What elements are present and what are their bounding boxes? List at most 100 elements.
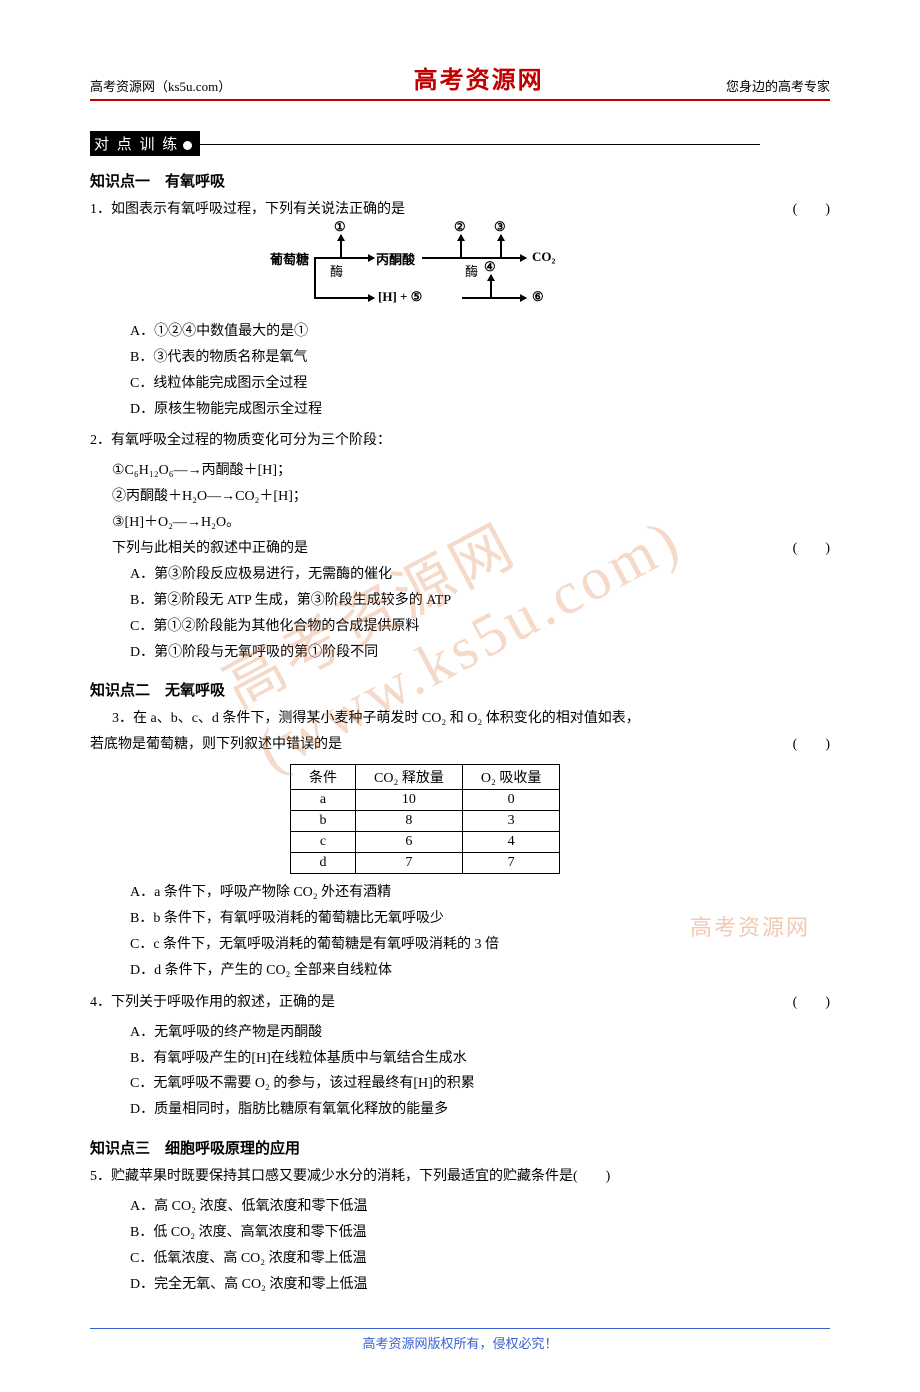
q2-A: A．第③阶段反应极易进行，无需酶的催化 (130, 562, 830, 588)
td: c (291, 832, 356, 853)
q2-ask-text: 下列与此相关的叙述中正确的是 (112, 541, 308, 556)
q2-s1: ①C₆H₁₂O₆―→丙酮酸＋[H]； (90, 458, 830, 484)
diagram-n4: ④ (484, 259, 496, 275)
section-tab-label: 对 点 训 练 (94, 137, 179, 153)
diagram-arrow-3 (314, 297, 374, 299)
q3-options: A．a 条件下，呼吸产物除 CO₂ 外还有酒精 B．b 条件下，有氧呼吸消耗的葡… (90, 880, 830, 984)
q4-A: A．无氧呼吸的终产物是丙酮酸 (130, 1020, 830, 1046)
q4-D: D．质量相同时，脂肪比糖原有氧氧化释放的能量多 (130, 1097, 830, 1123)
q1-options: A．①②④中数值最大的是① B．③代表的物质名称是氧气 C．线粒体能完成图示全过… (90, 319, 830, 423)
header-right: 您身边的高考专家 (726, 76, 830, 95)
q5-options: A．高 CO₂ 浓度、低氧浓度和零下低温 B．低 CO₂ 浓度、高氧浓度和零下低… (90, 1194, 830, 1298)
q1-B: B．③代表的物质名称是氧气 (130, 345, 830, 371)
diagram-corner-v (314, 257, 316, 297)
kp1-title: 知识点一 有氧呼吸 (90, 170, 830, 191)
diagram-arrow-1 (314, 257, 374, 259)
table-row: b83 (291, 811, 560, 832)
q2-B: B．第②阶段无 ATP 生成，第③阶段生成较多的 ATP (130, 588, 830, 614)
q3-paren: ( ) (793, 732, 830, 758)
section-tab: 对 点 训 练 (90, 131, 830, 156)
section-tab-dot-icon (183, 141, 192, 150)
q2: 2．有氧呼吸全过程的物质变化可分为三个阶段： (90, 428, 830, 454)
q3-A: A．a 条件下，呼吸产物除 CO₂ 外还有酒精 (130, 880, 830, 906)
diagram-up-1 (340, 235, 342, 257)
diagram-n1: ① (334, 219, 346, 235)
q2-num: 2． (90, 433, 111, 448)
q4-C: C．无氧呼吸不需要 O₂ 的参与，该过程最终有[H]的积累 (130, 1071, 830, 1097)
td: 3 (462, 811, 560, 832)
q2-paren: ( ) (793, 536, 830, 562)
diagram-n2: ② (454, 219, 466, 235)
q3: 3．在 a、b、c、d 条件下，测得某小麦种子萌发时 CO₂ 和 O₂ 体积变化… (90, 706, 830, 758)
q1-A: A．①②④中数值最大的是① (130, 319, 830, 345)
diagram-glucose: 葡萄糖 (270, 249, 309, 268)
td: 4 (462, 832, 560, 853)
diagram-n6: ⑥ (532, 289, 544, 305)
q3-stem1: 在 a、b、c、d 条件下，测得某小麦种子萌发时 CO₂ 和 O₂ 体积变化的相… (133, 711, 640, 726)
q2-s3: ③[H]＋O₂―→H₂O。 (90, 510, 830, 536)
q2-s2: ②丙酮酸＋H₂O―→CO₂＋[H]； (90, 484, 830, 510)
q5: 5．贮藏苹果时既要保持其口感又要减少水分的消耗，下列最适宜的贮藏条件是( ) (90, 1164, 830, 1190)
q4: 4．下列关于呼吸作用的叙述，正确的是 ( ) (90, 990, 830, 1016)
page-footer: 高考资源网版权所有，侵权必究！ (90, 1328, 830, 1352)
q3-D: D．d 条件下，产生的 CO₂ 全部来自线粒体 (130, 958, 830, 984)
q4-num: 4． (90, 995, 111, 1010)
td: 6 (356, 832, 463, 853)
q4-B: B．有氧呼吸产生的[H]在线粒体基质中与氧结合生成水 (130, 1046, 830, 1072)
q4-paren: ( ) (793, 990, 830, 1016)
kp3-title: 知识点三 细胞呼吸原理的应用 (90, 1137, 830, 1158)
q2-D: D．第①阶段与无氧呼吸的第①阶段不同 (130, 640, 830, 666)
q1-D: D．原核生物能完成图示全过程 (130, 397, 830, 423)
table-row: d77 (291, 853, 560, 874)
q2-C: C．第①②阶段能为其他化合物的合成提供原料 (130, 614, 830, 640)
diagram-enzyme-2: 酶 (465, 261, 478, 280)
q5-D: D．完全无氧、高 CO₂ 浓度和零上低温 (130, 1272, 830, 1298)
q3-num: 3． (112, 711, 133, 726)
diagram-arrow-2 (422, 257, 526, 259)
q5-B: B．低 CO₂ 浓度、高氧浓度和零下低温 (130, 1220, 830, 1246)
header-rule (90, 99, 830, 101)
diagram-co2: CO₂ (532, 249, 555, 265)
q3-B: B．b 条件下，有氧呼吸消耗的葡萄糖比无氧呼吸少 (130, 906, 830, 932)
q1-diagram: 葡萄糖 ① 酶 丙酮酸 ② ③ 酶 CO₂ [H] + ⑤ ④ ⑥ (270, 227, 610, 317)
page-header: 高考资源网（ks5u.com） 高考资源网 您身边的高考专家 (90, 60, 830, 99)
q5-A: A．高 CO₂ 浓度、低氧浓度和零下低温 (130, 1194, 830, 1220)
td: 0 (462, 790, 560, 811)
diagram-n3: ③ (494, 219, 506, 235)
diagram-up-4 (490, 275, 492, 297)
q3-stem2: 若底物是葡萄糖，则下列叙述中错误的是 (90, 737, 342, 752)
header-center-logo: 高考资源网 (414, 60, 544, 95)
diagram-up-2 (460, 235, 462, 257)
td: 7 (356, 853, 463, 874)
q5-num: 5． (90, 1169, 111, 1184)
diagram-up-3 (500, 235, 502, 257)
q4-stem: 下列关于呼吸作用的叙述，正确的是 (111, 995, 335, 1010)
table-header-row: 条件 CO₂ 释放量 O₂ 吸收量 (291, 765, 560, 790)
diagram-enzyme-1: 酶 (330, 261, 343, 280)
td: 10 (356, 790, 463, 811)
th-2: O₂ 吸收量 (462, 765, 560, 790)
q1-paren: ( ) (793, 197, 830, 223)
q3-table: 条件 CO₂ 释放量 O₂ 吸收量 a100 b83 c64 d77 (290, 764, 560, 874)
q1-C: C．线粒体能完成图示全过程 (130, 371, 830, 397)
td: b (291, 811, 356, 832)
diagram-arrow-4 (462, 297, 526, 299)
diagram-pyruvate: 丙酮酸 (376, 249, 415, 268)
td: 7 (462, 853, 560, 874)
td: d (291, 853, 356, 874)
q1-num: 1． (90, 202, 111, 217)
diagram-h: [H] + ⑤ (378, 289, 422, 305)
q4-options: A．无氧呼吸的终产物是丙酮酸 B．有氧呼吸产生的[H]在线粒体基质中与氧结合生成… (90, 1020, 830, 1124)
kp2-title: 知识点二 无氧呼吸 (90, 679, 830, 700)
th-1: CO₂ 释放量 (356, 765, 463, 790)
q2-options: A．第③阶段反应极易进行，无需酶的催化 B．第②阶段无 ATP 生成，第③阶段生… (90, 562, 830, 666)
table-row: a100 (291, 790, 560, 811)
table-row: c64 (291, 832, 560, 853)
td: a (291, 790, 356, 811)
q3-C: C．c 条件下，无氧呼吸消耗的葡萄糖是有氧呼吸消耗的 3 倍 (130, 932, 830, 958)
q2-stem: 有氧呼吸全过程的物质变化可分为三个阶段： (111, 433, 391, 448)
q2-ask: 下列与此相关的叙述中正确的是 ( ) (90, 536, 830, 562)
header-left: 高考资源网（ks5u.com） (90, 76, 231, 95)
q5-stem: 贮藏苹果时既要保持其口感又要减少水分的消耗，下列最适宜的贮藏条件是( ) (111, 1169, 610, 1184)
q5-C: C．低氧浓度、高 CO₂ 浓度和零上低温 (130, 1246, 830, 1272)
